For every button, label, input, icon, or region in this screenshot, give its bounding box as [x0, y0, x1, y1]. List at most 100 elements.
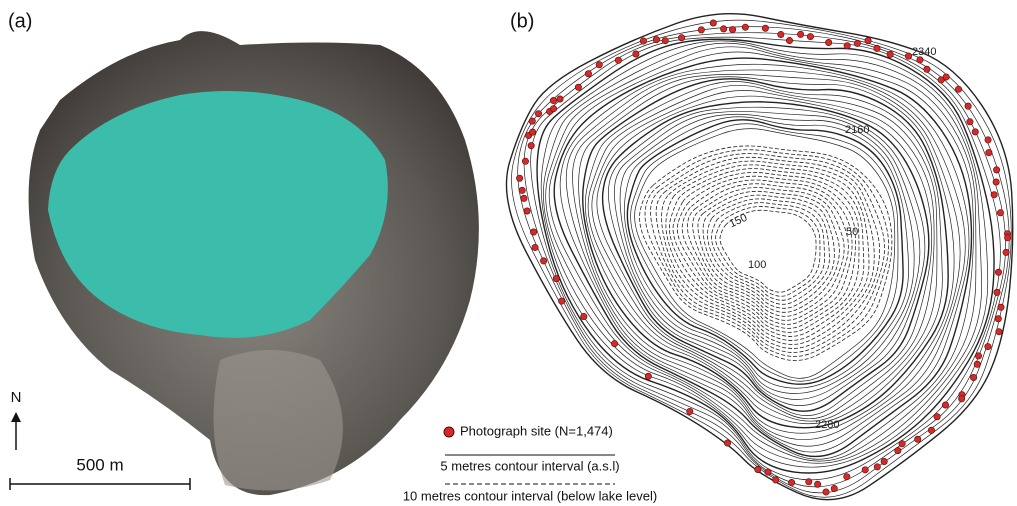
photo-site [678, 34, 686, 42]
photo-site [772, 476, 780, 484]
photo-site [595, 61, 603, 69]
contour-line [661, 160, 875, 345]
photo-site [990, 191, 998, 199]
contour-line [672, 172, 860, 333]
legend-label: 5 metres contour interval (a.s.l) [440, 458, 619, 473]
panel-label: (a) [8, 10, 32, 32]
photo-site [754, 465, 762, 473]
photo-site [552, 275, 560, 283]
contour-line [585, 81, 943, 425]
photo-site [741, 23, 749, 31]
north-arrow-head [11, 412, 21, 422]
contour-line [687, 183, 849, 321]
photo-site [549, 97, 557, 105]
scale-label: 500 m [76, 455, 123, 474]
contour-line [596, 95, 933, 416]
crater-slope [213, 350, 343, 491]
contour-label: 2340 [912, 46, 936, 58]
photo-site [975, 352, 983, 360]
photo-site [785, 37, 793, 45]
photo-site [520, 194, 528, 202]
contour-label: 100 [748, 259, 766, 271]
photo-site [933, 413, 941, 421]
contour-line [578, 76, 955, 434]
contour-line [572, 73, 961, 441]
contour-line [623, 116, 909, 389]
contour-line [626, 119, 904, 385]
photo-site [886, 50, 894, 58]
photo-site [984, 343, 992, 351]
contour-label: 150 [727, 212, 749, 231]
contour-line [517, 26, 1010, 494]
photo-site [720, 25, 728, 33]
photo-site [639, 37, 647, 45]
photo-site [531, 243, 539, 251]
contour-line [601, 101, 930, 412]
contour-line [634, 128, 896, 379]
photo-site [973, 360, 981, 368]
contour-line [639, 145, 893, 361]
photo-site [955, 85, 963, 93]
photo-site [861, 466, 869, 474]
photo-site [644, 372, 652, 380]
photo-site [788, 479, 796, 487]
photo-site [964, 102, 972, 110]
photo-site [873, 463, 881, 471]
photo-site [942, 73, 950, 81]
lake [48, 91, 388, 338]
contour-line [543, 42, 982, 464]
photo-site [584, 70, 592, 78]
photo-site [574, 83, 582, 91]
contour-line [719, 209, 817, 293]
contour-line [582, 78, 949, 429]
contour-line [536, 38, 995, 474]
photo-site [1002, 248, 1010, 256]
photo-site [550, 105, 558, 113]
photo-site [843, 42, 851, 50]
legend-label: Photograph site (N=1,474) [460, 423, 613, 438]
photo-site [914, 435, 922, 443]
contour-line [545, 46, 977, 462]
photo-site [984, 136, 992, 144]
contour-line [553, 57, 973, 458]
contour-line [711, 202, 825, 301]
contour-line [702, 194, 835, 309]
photo-site [521, 157, 529, 165]
photo-sites [516, 19, 1012, 496]
contour-line [614, 111, 921, 400]
photo-site [864, 37, 872, 45]
north-label: N [11, 389, 22, 406]
photo-site [529, 128, 537, 136]
contour-label: 2280 [815, 419, 839, 431]
photo-site [880, 458, 888, 466]
photo-site [996, 209, 1004, 217]
scale-bar [9, 478, 191, 490]
photo-site [985, 149, 993, 157]
contour-line [619, 113, 915, 394]
photo-site [777, 31, 785, 39]
contour-line [707, 198, 830, 305]
photo-site [530, 228, 538, 236]
photo-site [580, 313, 588, 321]
contour-line [591, 90, 935, 420]
photo-site [527, 142, 535, 150]
contour-line [644, 149, 890, 357]
photo-site [516, 174, 524, 182]
contour-line [692, 187, 845, 317]
contour-line [565, 69, 966, 447]
contour-label: 50 [846, 226, 858, 238]
photo-site [523, 207, 531, 215]
panel-label: (b) [510, 10, 534, 32]
photo-site [904, 52, 912, 60]
photo-site [958, 395, 966, 403]
photo-site [764, 468, 772, 476]
photo-site [971, 128, 979, 136]
contour-line [530, 36, 1001, 481]
photo-site [843, 473, 851, 481]
photo-site [995, 328, 1003, 336]
contours [505, 13, 1014, 501]
photo-site [994, 268, 1002, 276]
contour-line [540, 40, 989, 468]
legend-site-marker [443, 426, 455, 438]
